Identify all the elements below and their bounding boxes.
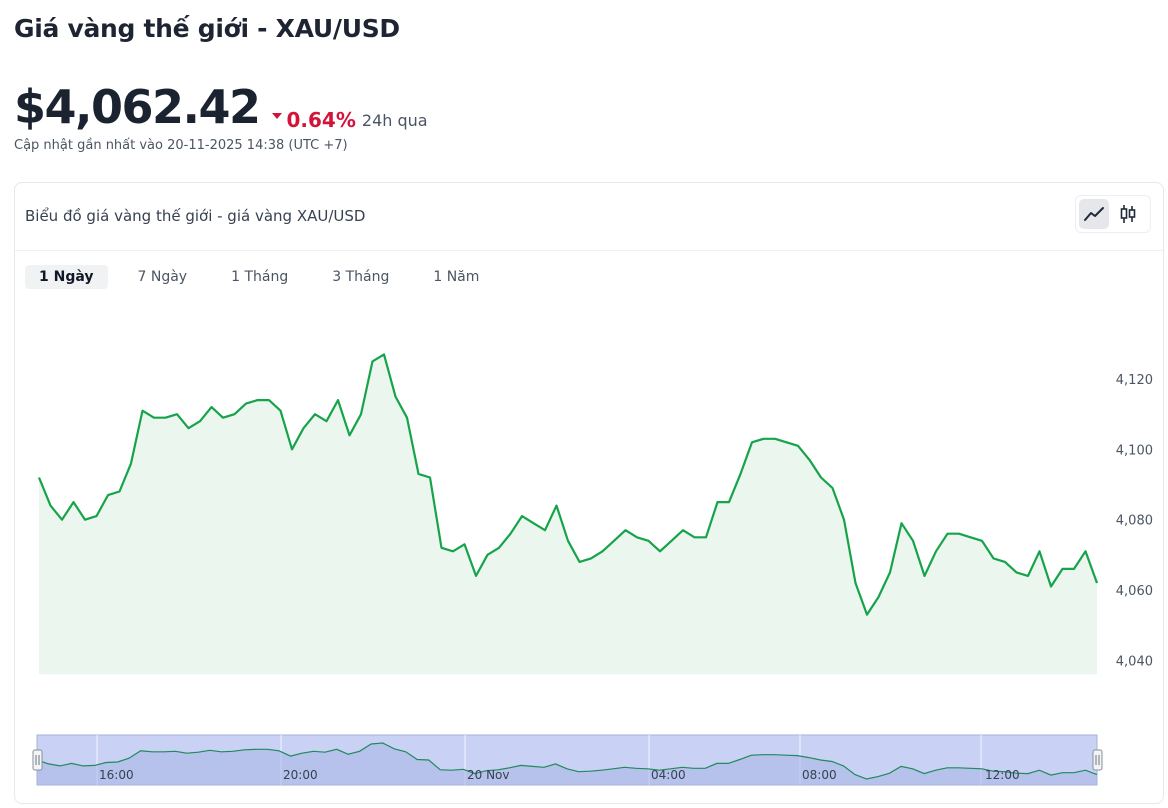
chart-card-header: Biểu đồ giá vàng thế giới - giá vàng XAU… — [15, 183, 1163, 251]
y-tick-label: 4,040 — [1116, 654, 1153, 669]
tab-3-months[interactable]: 3 Tháng — [332, 269, 390, 285]
chart-title: Biểu đồ giá vàng thế giới - giá vàng XAU… — [25, 207, 366, 225]
navigator-time-label: 08:00 — [802, 768, 837, 782]
chart-card: Biểu đồ giá vàng thế giới - giá vàng XAU… — [14, 182, 1164, 804]
y-tick-label: 4,100 — [1116, 443, 1153, 458]
navigator-time-label: 20:00 — [283, 768, 318, 782]
current-price: $4,062.42 — [14, 80, 261, 134]
chart-mode-toggle — [1075, 195, 1151, 233]
change-percent: 0.64% — [286, 108, 356, 132]
tab-1-month[interactable]: 1 Tháng — [231, 269, 289, 285]
navigator-line — [36, 742, 1098, 780]
price-chart: 4,040 4,060 4,080 4,100 4,120 16:00 20:00 20 N… — [32, 353, 1153, 786]
main-plot — [37, 353, 1099, 675]
range-tabs: 1 Ngày 7 Ngày 1 Tháng 3 Tháng 1 Năm — [25, 265, 509, 289]
last-updated: Cập nhật gần nhất vào 20-11-2025 14:38 (… — [14, 138, 348, 153]
tab-1-day[interactable]: 1 Ngày — [25, 265, 108, 289]
y-tick-label: 4,120 — [1116, 373, 1153, 388]
line-chart-icon — [1084, 207, 1104, 221]
page-title: Giá vàng thế giới - XAU/USD — [14, 14, 400, 43]
price-change: 0.64% 24h qua — [271, 108, 428, 132]
line-mode-button[interactable] — [1079, 199, 1109, 229]
navigator-handle-right[interactable] — [1092, 749, 1103, 771]
candlestick-icon — [1120, 205, 1136, 223]
navigator-time-label: 16:00 — [99, 768, 134, 782]
candlestick-mode-button[interactable] — [1113, 199, 1143, 229]
navigator[interactable]: 16:00 20:00 20 Nov 04:00 08:00 12:00 — [32, 734, 1103, 786]
navigator-time-label: 12:00 — [985, 768, 1020, 782]
y-axis: 4,040 4,060 4,080 4,100 4,120 — [1116, 373, 1153, 669]
down-triangle-icon — [271, 113, 282, 119]
navigator-handle-left[interactable] — [32, 749, 43, 771]
tab-7-days[interactable]: 7 Ngày — [137, 269, 188, 285]
tab-1-year[interactable]: 1 Năm — [433, 269, 480, 285]
y-tick-label: 4,060 — [1116, 584, 1153, 599]
price-row: $4,062.42 0.64% 24h qua — [14, 80, 428, 134]
navigator-time-label: 20 Nov — [467, 768, 510, 782]
area-fill — [39, 354, 1097, 675]
y-tick-label: 4,080 — [1116, 514, 1153, 529]
change-period: 24h qua — [361, 110, 428, 130]
navigator-time-label: 04:00 — [651, 768, 686, 782]
